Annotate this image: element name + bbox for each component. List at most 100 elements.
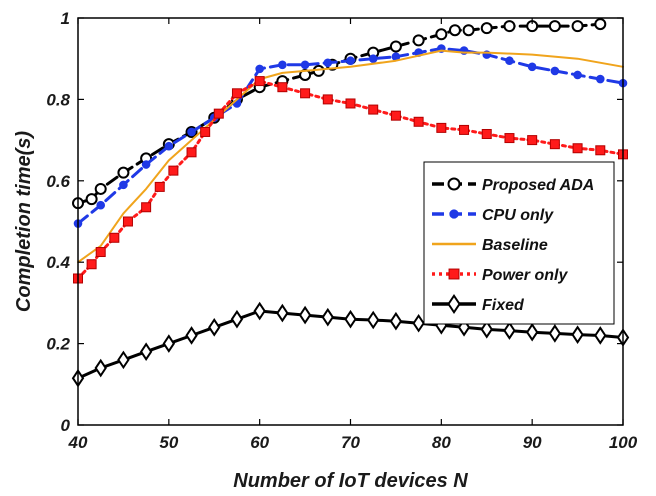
data-point-power-only	[154, 181, 165, 192]
x-tick-label: 80	[432, 433, 451, 452]
tick-layer: 40 50 60 70 80 90 100 0 0.2 0.4 0.6 0.8 1	[46, 9, 637, 452]
data-point-power-only	[549, 139, 560, 150]
data-point-power-only	[300, 88, 311, 99]
data-point-fixed	[94, 358, 107, 378]
data-point-proposed-ada	[389, 40, 402, 53]
data-point-cpu-only	[368, 54, 378, 64]
data-point-power-only	[595, 145, 606, 156]
data-point-fixed	[367, 310, 380, 330]
data-point-proposed-ada	[448, 24, 461, 37]
data-point-power-only	[390, 110, 401, 121]
data-point-cpu-only	[505, 56, 514, 66]
data-point-proposed-ada	[435, 28, 448, 41]
legend-label-baseline: Baseline	[482, 237, 548, 254]
data-point-proposed-ada	[412, 34, 425, 47]
y-tick-label: 0.2	[46, 335, 70, 354]
data-point-fixed	[298, 305, 312, 325]
data-point-proposed-ada	[503, 20, 516, 33]
legend-entry-fixed: Fixed	[432, 293, 525, 315]
data-point-fixed	[571, 325, 584, 344]
data-point-power-only	[572, 143, 583, 154]
x-axis-label: Number of IoT devices N	[233, 470, 468, 492]
data-point-fixed	[412, 313, 425, 333]
data-point-power-only	[527, 135, 538, 146]
y-tick-label: 0.6	[46, 172, 70, 191]
y-tick-label: 1	[61, 9, 70, 28]
data-point-fixed	[480, 320, 493, 339]
x-tick-label: 90	[523, 433, 542, 452]
x-tick-label: 50	[159, 433, 178, 452]
legend-label-power-only: Power only	[482, 267, 568, 284]
data-point-proposed-ada	[548, 20, 561, 33]
data-point-power-only	[141, 202, 152, 213]
series-baseline	[77, 49, 624, 264]
data-point-cpu-only	[595, 74, 605, 84]
data-point-power-only	[481, 128, 492, 139]
data-point-power-only	[86, 259, 97, 270]
series-line-baseline	[77, 49, 624, 264]
data-point-cpu-only	[323, 58, 333, 68]
data-point-fixed	[525, 322, 539, 342]
legend-entry-proposed-ada: Proposed ADA	[432, 177, 594, 194]
data-point-cpu-only	[255, 64, 264, 74]
data-point-fixed	[208, 318, 221, 337]
data-point-power-only	[413, 116, 424, 127]
legend-label-proposed-ada: Proposed ADA	[482, 177, 594, 194]
data-point-fixed	[503, 321, 516, 340]
data-point-power-only	[436, 122, 447, 133]
data-point-fixed	[253, 301, 266, 321]
data-point-cpu-only	[527, 62, 537, 72]
legend-entry-baseline: Baseline	[432, 237, 548, 254]
data-point-proposed-ada	[594, 18, 607, 31]
data-point-power-only	[322, 94, 333, 105]
data-point-fixed	[117, 350, 130, 370]
x-tick-label: 70	[341, 433, 360, 452]
legend-marker-fixed	[447, 293, 461, 315]
series-layer	[71, 18, 630, 388]
legend-marker-power-only	[448, 268, 460, 280]
legend: Proposed ADA CPU only Baseline Power only Fi…	[423, 161, 615, 325]
x-tick-label: 100	[609, 433, 638, 452]
y-axis-label: Completion time(s)	[13, 131, 35, 312]
data-point-cpu-only	[164, 141, 174, 151]
data-point-cpu-only	[278, 60, 287, 70]
data-point-power-only	[504, 133, 515, 144]
data-point-cpu-only	[141, 160, 151, 169]
data-point-cpu-only	[573, 70, 582, 80]
x-tick-label: 40	[68, 433, 88, 452]
data-point-proposed-ada	[117, 166, 130, 179]
legend-marker-proposed-ada	[447, 177, 461, 191]
data-point-power-only	[254, 76, 265, 87]
data-point-cpu-only	[187, 127, 196, 137]
legend-label-cpu-only: CPU only	[482, 207, 554, 224]
data-point-power-only	[122, 216, 133, 227]
data-point-fixed	[389, 311, 403, 331]
data-point-proposed-ada	[480, 22, 493, 35]
data-point-power-only	[200, 126, 211, 137]
data-point-power-only	[277, 82, 288, 93]
data-point-cpu-only	[550, 66, 560, 76]
data-point-power-only	[231, 88, 242, 99]
data-point-fixed	[162, 334, 176, 353]
data-point-fixed	[185, 326, 198, 345]
y-tick-label: 0.8	[46, 90, 70, 109]
data-point-power-only	[186, 147, 197, 158]
data-point-fixed	[594, 326, 607, 345]
legend-label-fixed: Fixed	[482, 297, 525, 314]
data-point-fixed	[276, 303, 289, 323]
data-point-proposed-ada	[462, 24, 475, 37]
series-fixed	[71, 301, 630, 388]
legend-entry-cpu-only: CPU only	[432, 207, 554, 224]
x-tick-label: 60	[250, 433, 269, 452]
data-point-cpu-only	[300, 60, 310, 70]
data-point-fixed	[344, 309, 357, 329]
data-point-fixed	[321, 307, 334, 327]
y-tick-label: 0	[61, 416, 71, 435]
data-point-proposed-ada	[94, 182, 107, 195]
legend-marker-cpu-only	[449, 209, 459, 219]
y-tick-label: 0.4	[46, 253, 70, 272]
data-point-power-only	[345, 98, 356, 109]
data-point-power-only	[459, 124, 470, 135]
data-point-cpu-only	[119, 180, 128, 190]
